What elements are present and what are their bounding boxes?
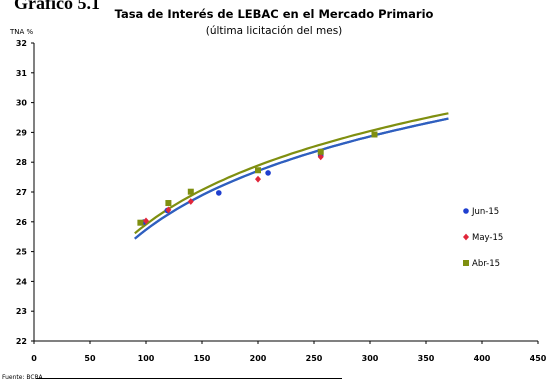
chart-heading: Gráfico 5.1: [14, 0, 100, 13]
y-tick-label: 30: [16, 99, 28, 108]
x-tick-label: 250: [306, 354, 323, 363]
x-tick-label: 50: [84, 354, 96, 363]
y-tick-label: 23: [16, 307, 27, 316]
y-tick-label: 31: [16, 69, 28, 78]
data-point-abr-15: [137, 219, 144, 226]
x-tick-label: 300: [362, 354, 379, 363]
data-point-abr-15: [255, 167, 261, 174]
x-tick-label: 0: [31, 354, 37, 363]
chart-subtitle: (última licitación del mes): [205, 25, 343, 37]
data-point-may-15: [165, 206, 172, 214]
legend-marker-jun-15: [463, 208, 469, 214]
data-point-may-15: [187, 198, 194, 205]
source-divider: [36, 378, 342, 379]
data-point-jun-15: [216, 190, 222, 196]
y-tick-label: 27: [16, 188, 27, 197]
data-point-may-15: [143, 217, 149, 225]
trend-line-jun-15: [134, 117, 449, 240]
x-tick-label: 150: [194, 354, 211, 363]
x-tick-label: 450: [530, 354, 547, 363]
data-point-abr-15: [371, 131, 378, 138]
x-tick-label: 200: [250, 354, 267, 363]
trend-line-abr-15: [134, 112, 449, 235]
data-point-may-15: [255, 175, 261, 183]
legend-marker-may-15: [463, 233, 469, 241]
legend-label-may-15: May-15: [472, 233, 503, 243]
y-axis-label: TNA %: [10, 28, 34, 36]
y-tick-label: 29: [16, 128, 28, 137]
x-tick-label: 100: [138, 354, 155, 363]
source-note: Fuente: BCRA: [2, 374, 43, 381]
trend-line-may-15: [134, 117, 449, 240]
y-tick-label: 28: [16, 158, 28, 167]
x-tick-label: 400: [474, 354, 491, 363]
y-tick-label: 32: [16, 39, 27, 48]
legend-marker-abr-15: [463, 260, 469, 266]
x-tick-label: 350: [418, 354, 435, 363]
data-point-abr-15: [317, 148, 324, 155]
legend-label-abr-15: Abr-15: [472, 259, 500, 269]
y-tick-label: 24: [16, 277, 28, 286]
data-point-abr-15: [187, 188, 194, 195]
y-tick-label: 22: [16, 337, 27, 346]
chart-title: Tasa de Interés de LEBAC en el Mercado P…: [114, 7, 434, 21]
y-tick-label: 26: [16, 218, 28, 227]
y-tick-label: 25: [16, 248, 28, 257]
data-point-jun-15: [265, 170, 271, 176]
data-point-may-15: [317, 153, 324, 161]
data-point-abr-15: [165, 200, 172, 207]
legend-label-jun-15: Jun-15: [471, 207, 499, 217]
